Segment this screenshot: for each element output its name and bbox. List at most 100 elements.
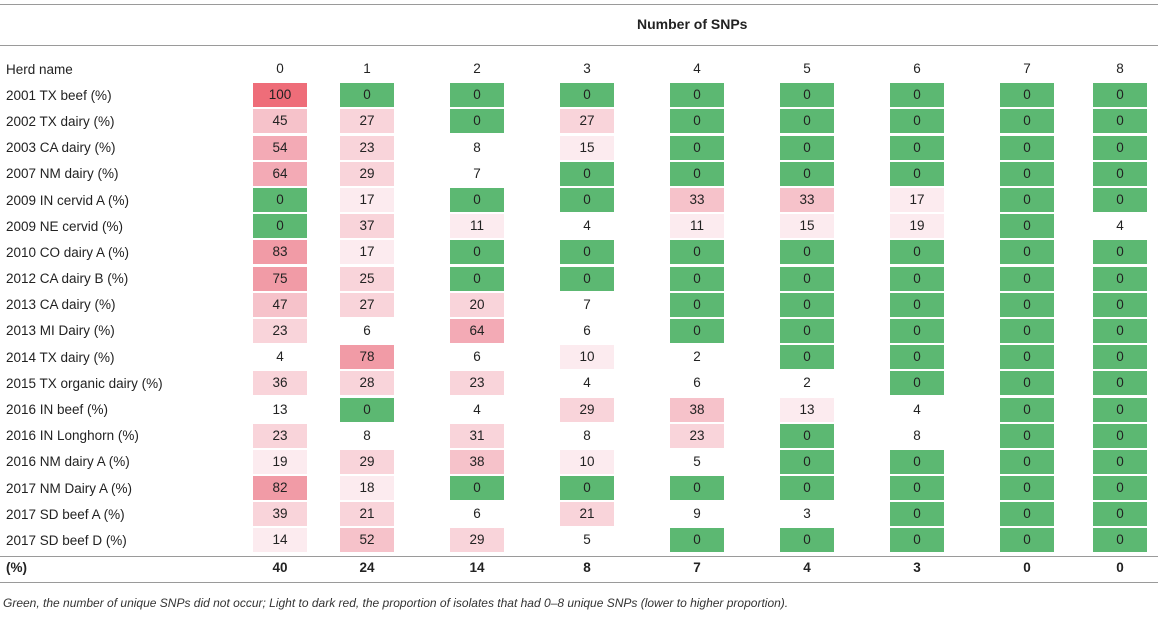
- percent-cell: 100: [248, 82, 312, 108]
- total-cell: 40: [272, 559, 288, 575]
- column-header: 0: [276, 61, 284, 77]
- percent-cell: 0: [862, 266, 972, 292]
- table-row: 2013 CA dairy (%) 47 27 20 7 0 0 0 0 0: [0, 292, 1158, 318]
- percent-cell: 20: [422, 292, 532, 318]
- percent-cell: 0: [752, 266, 862, 292]
- percent-cell: 6: [422, 344, 532, 370]
- percent-cell: 38: [642, 396, 752, 422]
- herd-name: 2017 SD beef D (%): [6, 532, 127, 548]
- percent-cell: 11: [422, 213, 532, 239]
- table-row: 2002 TX dairy (%) 45 27 0 27 0 0 0 0 0: [0, 108, 1158, 134]
- cell-value: 0: [1000, 476, 1054, 501]
- table-row: 2015 TX organic dairy (%) 36 28 23 4 6 2 0 0 0: [0, 370, 1158, 396]
- percent-cell: 0: [752, 423, 862, 449]
- cell-value: 0: [890, 345, 944, 370]
- cell-value: 0: [1000, 214, 1054, 239]
- percent-cell: 8: [312, 423, 422, 449]
- percent-cell: 0: [752, 527, 862, 553]
- percent-cell: 0: [642, 475, 752, 501]
- cell-value: 64: [450, 318, 504, 343]
- percent-cell: 3: [752, 501, 862, 527]
- total-cell: 24: [359, 559, 375, 575]
- percent-cell: 0: [752, 239, 862, 265]
- percent-cell: 4: [1082, 213, 1158, 239]
- cell-value: 0: [1000, 188, 1054, 213]
- cell-value: 0: [890, 502, 944, 527]
- percent-cell: 29: [312, 161, 422, 187]
- percent-cell: 64: [422, 318, 532, 344]
- cell-value: 0: [1093, 135, 1147, 160]
- table-row: 2003 CA dairy (%) 54 23 8 15 0 0 0 0 0: [0, 135, 1158, 161]
- percent-cell: 0: [642, 82, 752, 108]
- cell-value: 7: [583, 296, 591, 312]
- cell-value: 9: [693, 506, 701, 522]
- percent-cell: 28: [312, 370, 422, 396]
- cell-value: 38: [450, 449, 504, 474]
- percent-cell: 0: [1082, 108, 1158, 134]
- cell-value: 0: [1093, 188, 1147, 213]
- column-header-row: Herd name 0 1 2 3 4 5 6 7 8: [0, 56, 1158, 82]
- cell-value: 0: [1000, 240, 1054, 265]
- percent-cell: 2: [752, 370, 862, 396]
- percent-cell: 83: [248, 239, 312, 265]
- percent-cell: 0: [972, 475, 1082, 501]
- cell-value: 0: [1000, 397, 1054, 422]
- percent-cell: 6: [312, 318, 422, 344]
- percent-cell: 4: [532, 370, 642, 396]
- cell-value: 6: [363, 322, 371, 338]
- percent-cell: 33: [752, 187, 862, 213]
- cell-value: 0: [253, 214, 307, 239]
- cell-value: 23: [670, 423, 724, 448]
- cell-value: 0: [670, 266, 724, 291]
- percent-cell: 0: [1082, 239, 1158, 265]
- percent-cell: 9: [642, 501, 752, 527]
- percent-cell: 47: [248, 292, 312, 318]
- percent-cell: 0: [972, 161, 1082, 187]
- herd-name: 2009 IN cervid A (%): [6, 192, 130, 208]
- percent-cell: 0: [972, 292, 1082, 318]
- cell-value: 6: [473, 349, 481, 365]
- herd-name: 2012 CA dairy B (%): [6, 271, 129, 287]
- totals-row: (%) 40 24 14 8 7 4 3 0 0: [0, 554, 1158, 582]
- cell-value: 3: [803, 506, 811, 522]
- herd-name: 2016 IN Longhorn (%): [6, 428, 139, 444]
- percent-cell: 38: [422, 449, 532, 475]
- herd-name: 2013 MI Dairy (%): [6, 323, 115, 339]
- percent-cell: 0: [752, 292, 862, 318]
- cell-value: 0: [780, 240, 834, 265]
- herd-name: 2002 TX dairy (%): [6, 113, 115, 129]
- percent-cell: 0: [1082, 527, 1158, 553]
- percent-cell: 82: [248, 475, 312, 501]
- percent-cell: 0: [1082, 396, 1158, 422]
- percent-cell: 0: [642, 292, 752, 318]
- cell-value: 0: [890, 528, 944, 553]
- cell-value: 0: [253, 188, 307, 213]
- cell-value: 0: [890, 83, 944, 108]
- percent-cell: 39: [248, 501, 312, 527]
- percent-cell: 18: [312, 475, 422, 501]
- percent-cell: 0: [422, 187, 532, 213]
- percent-cell: 0: [642, 318, 752, 344]
- percent-cell: 8: [422, 135, 532, 161]
- percent-cell: 0: [752, 475, 862, 501]
- column-header: 4: [693, 61, 701, 77]
- cell-value: 0: [780, 292, 834, 317]
- percent-cell: 0: [972, 501, 1082, 527]
- cell-value: 0: [1093, 109, 1147, 134]
- cell-value: 2: [803, 375, 811, 391]
- table-top-rule: [0, 4, 1158, 5]
- cell-value: 11: [670, 214, 724, 239]
- percent-cell: 0: [1082, 135, 1158, 161]
- percent-cell: 0: [972, 213, 1082, 239]
- percent-cell: 0: [1082, 266, 1158, 292]
- cell-value: 4: [583, 218, 591, 234]
- percent-cell: 0: [1082, 370, 1158, 396]
- cell-value: 83: [253, 240, 307, 265]
- table-row: 2017 SD beef A (%) 39 21 6 21 9 3 0 0 0: [0, 501, 1158, 527]
- percent-cell: 4: [422, 396, 532, 422]
- cell-value: 0: [1000, 83, 1054, 108]
- cell-value: 0: [890, 371, 944, 396]
- cell-value: 28: [340, 371, 394, 396]
- percent-cell: 0: [862, 449, 972, 475]
- table-row: 2007 NM dairy (%) 64 29 7 0 0 0 0 0 0: [0, 161, 1158, 187]
